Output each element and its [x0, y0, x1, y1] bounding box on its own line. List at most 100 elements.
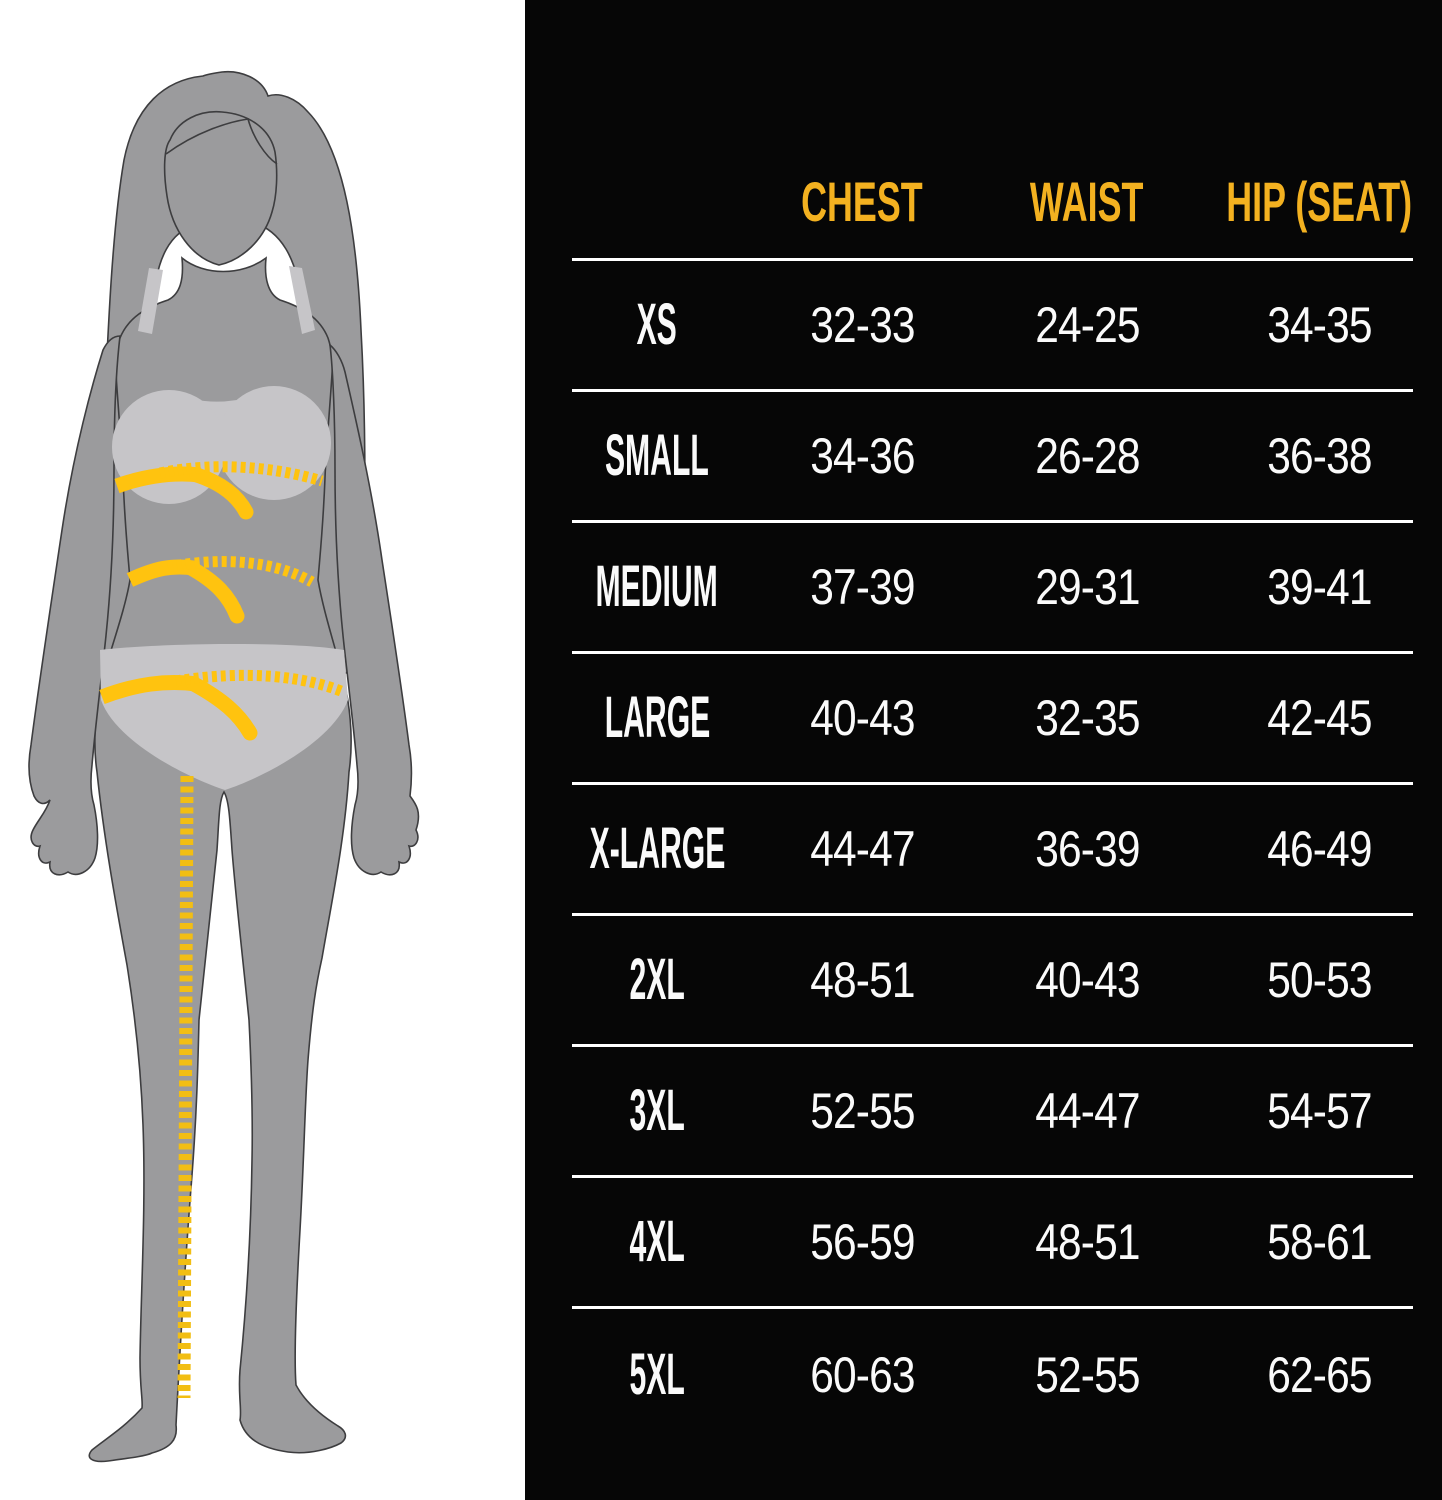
size-cell: X-LARGE — [572, 785, 742, 913]
waist-cell: 52-55 — [982, 1309, 1192, 1440]
chest-value: 52-55 — [809, 1083, 915, 1139]
chest-cell: 48-51 — [742, 916, 982, 1044]
hip-value: 46-49 — [1267, 821, 1372, 877]
waist-value: 52-55 — [1034, 1346, 1140, 1403]
table-row: MEDIUM 37-39 29-31 39-41 — [572, 523, 1413, 654]
waist-cell: 29-31 — [982, 523, 1192, 651]
size-label: MEDIUM — [595, 554, 719, 619]
size-label: 3XL — [629, 1078, 685, 1143]
size-cell: XS — [572, 261, 742, 389]
size-cell: 2XL — [572, 916, 742, 1044]
waist-cell: 24-25 — [982, 261, 1192, 389]
waist-cell: 48-51 — [982, 1178, 1192, 1306]
female-body-measurement-figure — [28, 70, 420, 1463]
waist-value: 26-28 — [1034, 428, 1140, 484]
hip-cell: 54-57 — [1192, 1047, 1413, 1175]
waist-cell: 26-28 — [982, 392, 1192, 520]
header-chest: CHEST — [742, 174, 982, 230]
waist-cell: 36-39 — [982, 785, 1192, 913]
hip-cell: 34-35 — [1192, 261, 1413, 389]
table-row: 4XL 56-59 48-51 58-61 — [572, 1178, 1413, 1309]
hip-tape-dashes — [175, 669, 343, 697]
size-cell: 5XL — [572, 1309, 742, 1440]
table-row: 2XL 48-51 40-43 50-53 — [572, 916, 1413, 1047]
size-cell: 4XL — [572, 1178, 742, 1306]
table-row: SMALL 34-36 26-28 36-38 — [572, 392, 1413, 523]
waist-value: 24-25 — [1034, 297, 1140, 353]
size-label: 2XL — [629, 947, 685, 1012]
chest-value: 37-39 — [809, 559, 915, 615]
size-label: SMALL — [605, 423, 709, 488]
size-cell: SMALL — [572, 392, 742, 520]
waist-value: 32-35 — [1034, 690, 1140, 746]
header-hip: HIP (SEAT) — [1192, 174, 1413, 230]
waist-tape-dashes — [166, 556, 315, 587]
chest-tape-dashes — [158, 461, 324, 487]
size-table: CHEST WAIST HIP (SEAT) XS 32-33 24-25 34… — [572, 0, 1413, 1440]
size-label: 5XL — [629, 1341, 685, 1407]
header-hip-label: HIP (SEAT) — [1226, 170, 1413, 233]
table-row: X-LARGE 44-47 36-39 46-49 — [572, 785, 1413, 916]
hip-cell: 42-45 — [1192, 654, 1413, 782]
table-header-row: CHEST WAIST HIP (SEAT) — [572, 0, 1413, 261]
face — [163, 110, 278, 266]
chest-cell: 34-36 — [742, 392, 982, 520]
size-label: X-LARGE — [589, 816, 725, 881]
waist-tape-tail — [183, 560, 245, 624]
chest-cell: 32-33 — [742, 261, 982, 389]
size-table-panel: CHEST WAIST HIP (SEAT) XS 32-33 24-25 34… — [525, 0, 1442, 1500]
waist-cell: 32-35 — [982, 654, 1192, 782]
right-arm — [328, 343, 420, 876]
waist-value: 29-31 — [1034, 559, 1140, 615]
chest-value: 32-33 — [809, 297, 915, 353]
chest-cell: 37-39 — [742, 523, 982, 651]
chest-value: 34-36 — [809, 428, 915, 484]
chest-value: 60-63 — [809, 1346, 915, 1403]
size-label: 4XL — [629, 1209, 685, 1274]
size-cell: LARGE — [572, 654, 742, 782]
hip-cell: 36-38 — [1192, 392, 1413, 520]
hip-value: 39-41 — [1267, 559, 1372, 615]
chest-cell: 56-59 — [742, 1178, 982, 1306]
hip-value: 50-53 — [1267, 952, 1372, 1008]
size-cell: 3XL — [572, 1047, 742, 1175]
hip-value: 62-65 — [1267, 1346, 1372, 1403]
hip-cell: 50-53 — [1192, 916, 1413, 1044]
chest-cell: 44-47 — [742, 785, 982, 913]
header-chest-label: CHEST — [801, 170, 923, 233]
table-body: XS 32-33 24-25 34-35 SMALL 34-36 26-28 3… — [572, 261, 1413, 1440]
waist-value: 40-43 — [1034, 952, 1140, 1008]
size-cell: MEDIUM — [572, 523, 742, 651]
waist-value: 44-47 — [1034, 1083, 1140, 1139]
waist-value: 36-39 — [1034, 821, 1140, 877]
hip-cell: 46-49 — [1192, 785, 1413, 913]
hip-cell: 58-61 — [1192, 1178, 1413, 1306]
hip-value: 36-38 — [1267, 428, 1372, 484]
table-row: 5XL 60-63 52-55 62-65 — [572, 1309, 1413, 1440]
waist-cell: 40-43 — [982, 916, 1192, 1044]
bangs-line — [165, 118, 278, 165]
bra-strap-right — [289, 266, 315, 334]
table-row: LARGE 40-43 32-35 42-45 — [572, 654, 1413, 785]
chest-tape-tail — [189, 467, 254, 520]
header-waist-label: WAIST — [1030, 170, 1144, 233]
inseam-tape — [177, 775, 194, 1399]
waist-value: 48-51 — [1034, 1214, 1140, 1270]
hip-tape-tail — [186, 676, 258, 741]
hip-value: 54-57 — [1267, 1083, 1372, 1139]
chest-cell: 52-55 — [742, 1047, 982, 1175]
hip-cell: 62-65 — [1192, 1309, 1413, 1440]
bra-cup-right — [217, 386, 331, 500]
hip-cell: 39-41 — [1192, 523, 1413, 651]
chest-cell: 40-43 — [742, 654, 982, 782]
size-label: LARGE — [604, 685, 710, 750]
table-row: XS 32-33 24-25 34-35 — [572, 261, 1413, 392]
bra-strap-left — [138, 268, 163, 334]
size-label: XS — [636, 292, 678, 357]
waist-cell: 44-47 — [982, 1047, 1192, 1175]
chest-value: 40-43 — [809, 690, 915, 746]
chest-value: 56-59 — [809, 1214, 915, 1270]
left-arm — [28, 335, 121, 876]
hip-value: 58-61 — [1267, 1214, 1372, 1270]
hip-value: 42-45 — [1267, 690, 1372, 746]
